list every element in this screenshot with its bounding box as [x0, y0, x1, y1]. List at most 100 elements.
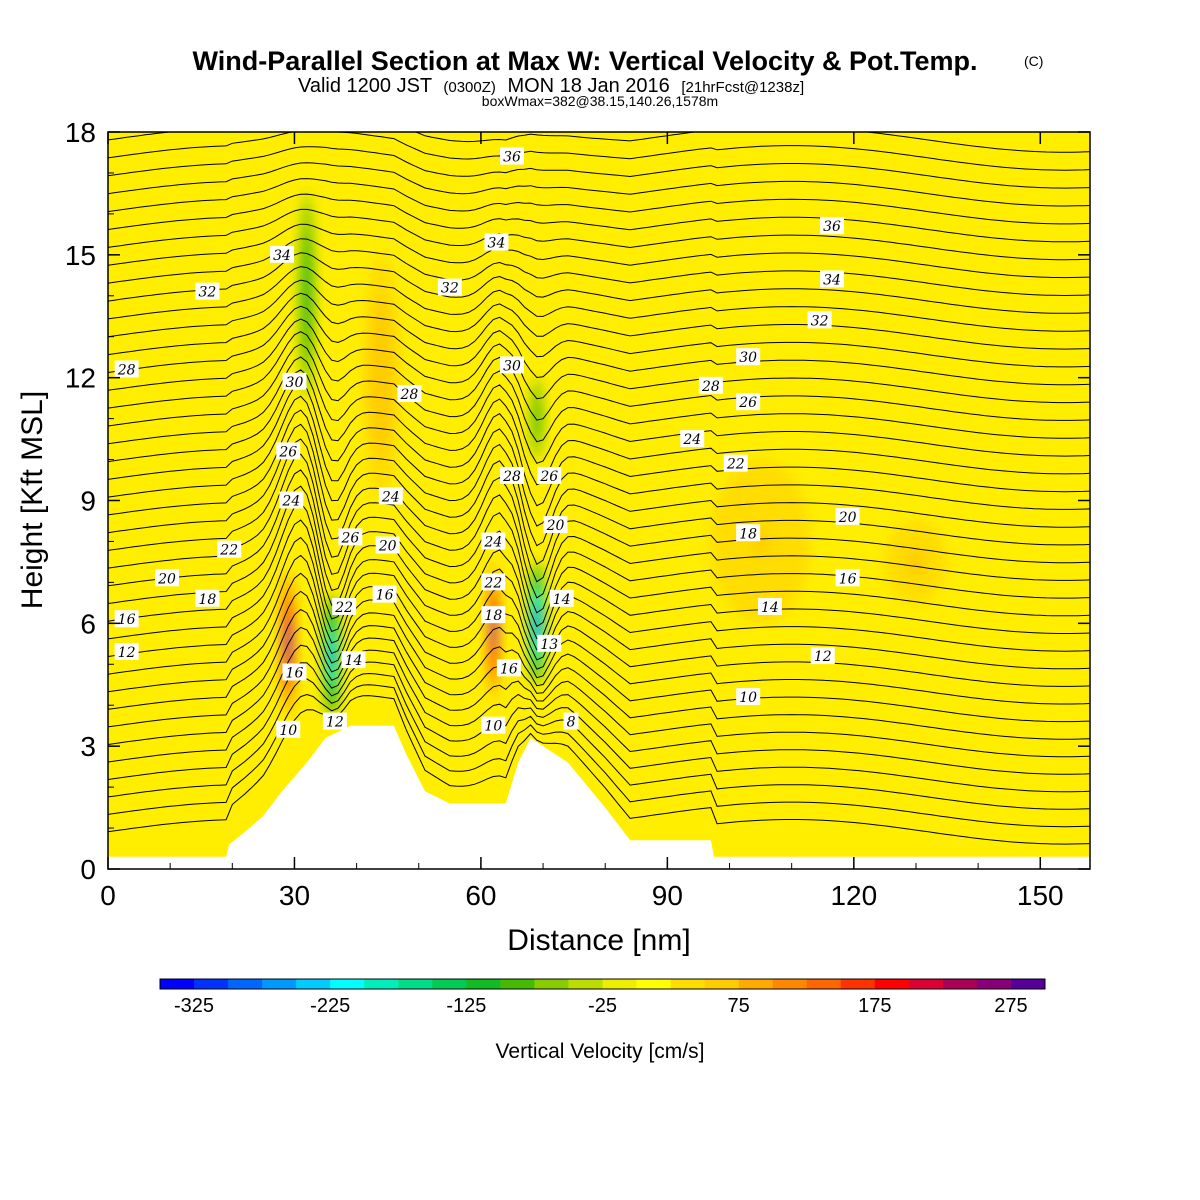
contour-label-text: 16: [118, 612, 136, 628]
contour-label-bg: [338, 528, 363, 546]
theta-contour-line: [108, 485, 1090, 628]
y-tick-label: 12: [65, 363, 96, 394]
theta-contour-label: 34: [484, 233, 509, 252]
theta-contour-label: 32: [807, 311, 832, 329]
contour-label-text: 28: [502, 469, 521, 485]
contour-label-text: 34: [488, 236, 506, 252]
theta-contour-label: 28: [114, 360, 139, 378]
velocity-feature-updraft: [710, 459, 811, 624]
y-tick-label: 15: [65, 240, 96, 271]
theta-contour-line: [108, 453, 1090, 599]
contour-label-text: 26: [539, 469, 558, 485]
theta-contour-line: [108, 356, 1090, 464]
contour-label-bg: [481, 532, 506, 550]
contour-label-text: 20: [838, 510, 857, 526]
colorbar-tick-label: -125: [446, 995, 486, 1017]
theta-contour-line: [108, 132, 1090, 153]
chart-title: Wind-Parallel Section at Max W: Vertical…: [193, 46, 978, 76]
theta-contour-line: [108, 519, 1090, 652]
theta-contour-label: 14: [549, 589, 574, 608]
contour-label-bg: [341, 651, 366, 669]
contour-label-text: 16: [839, 571, 857, 587]
contour-label-bg: [375, 536, 400, 554]
box-info: boxWmax=382@38.15,140.26,1578m: [482, 93, 718, 109]
theta-contour-label: 30: [736, 348, 761, 366]
theta-contour-label: 10: [276, 720, 301, 739]
theta-contour-label: 22: [217, 540, 242, 559]
theta-contour-label: 20: [155, 569, 180, 587]
contour-label-bg: [114, 360, 139, 378]
colorbar: [159, 978, 1046, 990]
theta-contour-line: [108, 279, 1090, 350]
colorbar-swatch: [466, 979, 501, 989]
contour-label-bg: [282, 372, 307, 390]
colorbar-swatch: [228, 979, 263, 989]
colorbar-swatch: [500, 979, 535, 989]
theta-contour-line: [108, 162, 1090, 207]
contour-label-text: 22: [483, 575, 502, 591]
y-tick-label: 6: [80, 608, 96, 639]
contour-label-bg: [155, 569, 180, 587]
colorbar-swatch: [330, 979, 365, 989]
contour-label-bg: [499, 147, 524, 165]
velocity-level: [534, 613, 539, 634]
theta-contour-label: 26: [338, 528, 363, 546]
forecast-info: [21hrFcst@1238z]: [681, 79, 804, 96]
contour-label-text: 16: [500, 661, 518, 677]
contour-label-bg: [276, 442, 301, 460]
contour-label-bg: [481, 573, 506, 591]
theta-contour-line: [108, 438, 1090, 583]
x-tick-label: 60: [465, 880, 496, 911]
theta-contour-line: [108, 608, 1090, 740]
contour-label-text: 26: [738, 395, 757, 411]
theta-contour-label: 18: [736, 524, 761, 542]
y-tick-label: 18: [65, 117, 96, 148]
contour-label-text: 18: [199, 592, 217, 608]
contour-label-bg: [820, 270, 845, 288]
contour-label-text: 32: [811, 313, 829, 329]
contour-label-text: 32: [199, 285, 217, 301]
contour-label-bg: [835, 569, 860, 587]
theta-contour-line: [108, 590, 1090, 723]
theta-contour-label: 16: [114, 610, 139, 628]
theta-contour-label: 24: [279, 491, 304, 510]
colorbar-swatch: [704, 979, 740, 989]
theta-contour-line: [108, 343, 1090, 443]
contour-label-bg: [723, 454, 748, 472]
contour-label-text: 20: [546, 518, 565, 534]
theta-contour-line: [108, 502, 1090, 640]
contour-label-bg: [736, 348, 761, 366]
contour-label-bg: [217, 540, 242, 558]
contour-label-bg: [736, 524, 761, 542]
theta-contour-label: 18: [195, 589, 220, 608]
colorbar-tick-label: 75: [728, 995, 750, 1017]
velocity-field: [281, 193, 948, 718]
theta-contour-line: [108, 223, 1090, 279]
contour-label-text: 28: [400, 387, 419, 403]
contour-label-text: 26: [278, 444, 297, 460]
contour-label-bg: [835, 507, 860, 525]
theta-contour-line: [108, 572, 1090, 705]
colorbar-swatch: [432, 979, 467, 989]
velocity-level: [304, 278, 309, 313]
velocity-level: [378, 357, 385, 399]
contour-label-text: 10: [484, 719, 502, 735]
colorbar-swatch: [296, 979, 331, 989]
theta-contour-label: 32: [195, 282, 220, 301]
contour-label-bg: [537, 466, 562, 484]
contour-label-bg: [537, 634, 562, 652]
contour-label-text: 12: [118, 645, 136, 661]
colorbar-swatch: [534, 979, 569, 989]
colorbar-swatch: [772, 979, 808, 989]
contour-label-text: 22: [726, 457, 745, 473]
contour-label-bg: [543, 516, 568, 534]
velocity-level: [534, 411, 539, 426]
theta-contour-label: 26: [736, 393, 761, 411]
theta-contour-label: 26: [276, 442, 301, 460]
theta-contour-label: 10: [736, 688, 761, 706]
contour-label-bg: [397, 385, 422, 403]
theta-contour-label: 10: [481, 716, 506, 735]
theta-contour-line: [108, 536, 1090, 670]
colorbar-swatch: [1010, 979, 1046, 989]
colorbar-tick-label: -325: [174, 995, 214, 1017]
